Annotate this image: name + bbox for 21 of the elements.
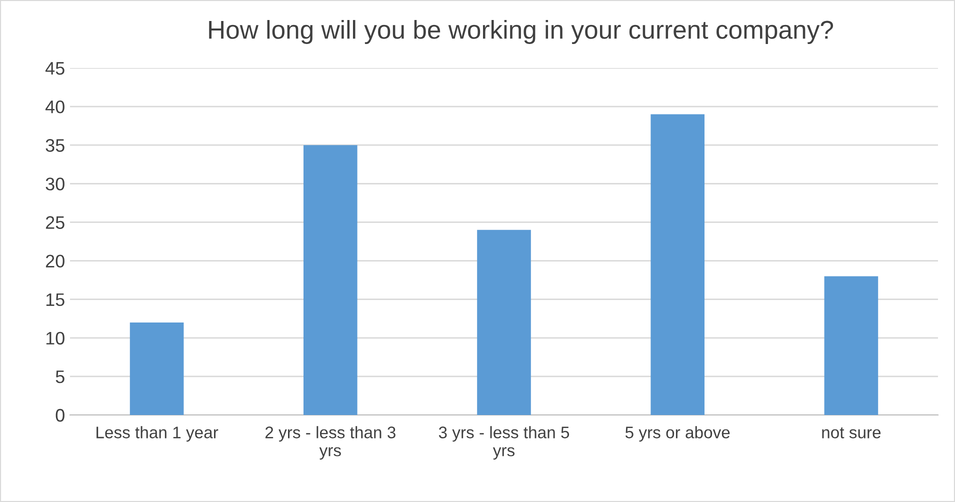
y-tick-label: 30 <box>46 178 64 190</box>
bar <box>650 114 705 415</box>
x-tick-label: 2 yrs - less than 3 yrs <box>265 426 396 460</box>
y-tick-label: 40 <box>45 100 64 114</box>
x-tick-label: 5 yrs or above <box>625 426 730 442</box>
x-tick-label: 3 yrs - less than 5 yrs <box>438 426 570 460</box>
y-tick-label: 45 <box>45 62 64 75</box>
bar <box>303 145 358 415</box>
bar <box>824 276 878 415</box>
bar <box>477 230 531 415</box>
y-tick-label: 5 <box>56 370 64 384</box>
y-tick-label: 15 <box>46 293 64 306</box>
y-tick-label: 35 <box>46 139 64 152</box>
y-tick-label: 25 <box>46 216 64 229</box>
y-tick-label: 10 <box>46 332 64 345</box>
y-tick-label: 20 <box>46 254 64 268</box>
x-tick-label: not sure <box>822 427 881 438</box>
chart-title: How long will you be working in your current company? <box>209 20 834 44</box>
x-tick-label: Less than 1 year <box>96 426 218 442</box>
y-tick-label: 0 <box>56 408 64 422</box>
bar <box>130 322 184 415</box>
